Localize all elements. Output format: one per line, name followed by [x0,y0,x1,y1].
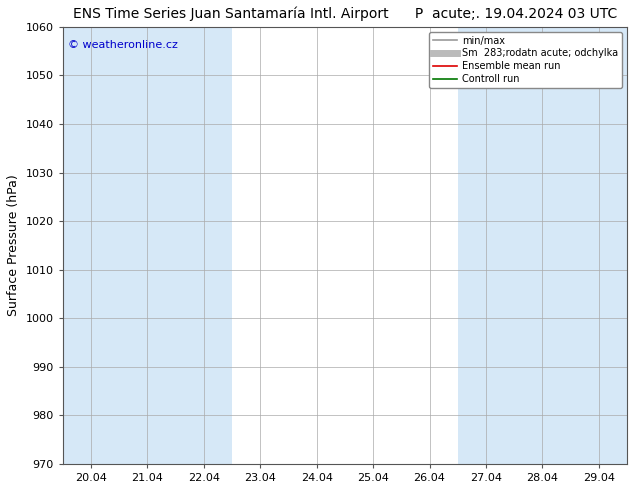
Text: © weatheronline.cz: © weatheronline.cz [68,40,178,50]
Bar [63,27,232,464]
Legend: min/max, Sm  283;rodatn acute; odchylka, Ensemble mean run, Controll run: min/max, Sm 283;rodatn acute; odchylka, … [429,32,622,88]
Y-axis label: Surface Pressure (hPa): Surface Pressure (hPa) [7,174,20,316]
Title: ENS Time Series Juan Santamaría Intl. Airport      P  acute;. 19.04.2024 03 UTC: ENS Time Series Juan Santamaría Intl. Ai… [73,7,617,22]
Bar [458,27,627,464]
